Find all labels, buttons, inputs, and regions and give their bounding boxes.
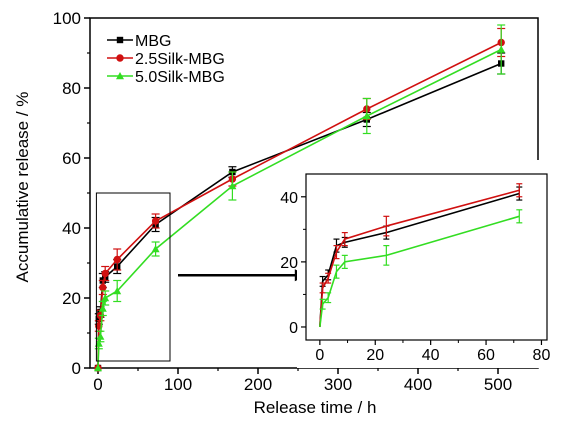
inset-x-tick-label: 0	[315, 347, 324, 364]
inset-x-tick-label: 80	[533, 347, 551, 364]
series-5-0silk-mbg	[319, 209, 523, 328]
marker-triangle	[362, 112, 371, 120]
x-tick-label: 400	[404, 375, 432, 394]
y-tick-label: 100	[53, 9, 81, 28]
marker-triangle	[96, 332, 105, 340]
marker-triangle	[151, 245, 160, 253]
series-line	[97, 48, 502, 369]
legend-label: MBG	[135, 33, 171, 50]
series-2-5silk-mbg	[319, 183, 523, 328]
legend-item: MBG	[107, 33, 171, 50]
legend-label: 5.0Silk-MBG	[135, 69, 225, 86]
marker-triangle	[94, 364, 102, 372]
marker-triangle	[101, 294, 110, 302]
marker-triangle	[98, 304, 107, 312]
marker-circle	[99, 283, 107, 292]
legend-label: 2.5Silk-MBG	[135, 51, 225, 68]
marker-square	[95, 315, 102, 323]
x-tick-label: 0	[93, 375, 102, 394]
inset-y-tick-label: 20	[280, 255, 298, 272]
inset-chart: 0 20 40 60 80 0 20 40	[280, 160, 554, 368]
y-tick-label: 0	[72, 359, 81, 378]
inset-frame	[305, 173, 548, 341]
marker-circle	[116, 54, 124, 62]
y-tick-label: 80	[62, 79, 81, 98]
inset-y-tick-label: 40	[280, 190, 298, 207]
marker-square	[116, 36, 124, 44]
x-tick-label: 100	[164, 375, 192, 394]
x-tick-label: 300	[324, 375, 352, 394]
main-series	[94, 24, 506, 372]
legend-item: 5.0Silk-MBG	[107, 69, 225, 86]
x-tick-label: 200	[244, 375, 272, 394]
zoom-box	[95, 192, 171, 362]
inset-y-tick-label: 0	[289, 320, 298, 337]
y-tick-label: 60	[62, 149, 81, 168]
x-tick-label: 500	[484, 375, 512, 394]
inset-series	[319, 183, 523, 328]
marker-triangle	[228, 182, 237, 190]
inset-x-tick-label: 20	[366, 347, 384, 364]
inset-x-tick-label: 40	[422, 347, 440, 364]
y-axis-title: Accumulative release / %	[13, 92, 32, 283]
legend-item: 2.5Silk-MBG	[107, 51, 225, 68]
inset-x-tick-label: 60	[477, 347, 495, 364]
marker-triangle	[116, 72, 124, 80]
series-5-0silk-mbg	[94, 24, 506, 372]
marker-circle	[113, 255, 121, 264]
y-tick-label: 20	[62, 289, 81, 308]
marker-circle	[101, 269, 109, 278]
x-axis-title: Release time / h	[254, 398, 377, 417]
marker-triangle	[497, 45, 506, 53]
zoom-indicator	[95, 192, 308, 362]
y-tick-label: 40	[62, 219, 81, 238]
marker-triangle	[113, 287, 122, 295]
marker-circle	[151, 217, 160, 225]
